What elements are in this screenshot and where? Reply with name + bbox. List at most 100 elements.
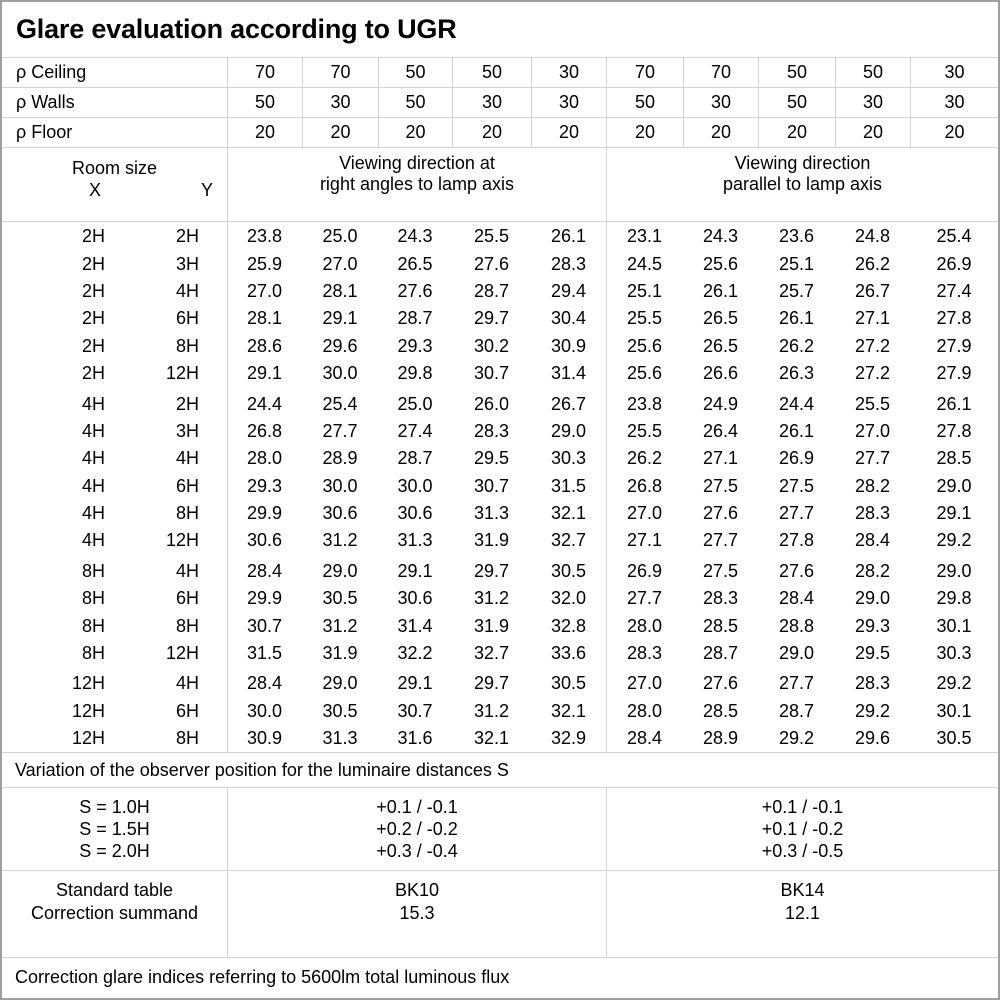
ugr-value-cell: 30.7 (246, 615, 283, 636)
ugr-value-cell: 26.7 (854, 280, 891, 301)
ugr-value-cell: 28.3 (702, 588, 739, 609)
reflectance-value-cell: 20 (910, 118, 998, 147)
ugr-value-cell: 24.3 (702, 226, 739, 247)
reflectance-value-cell: 50 (758, 58, 835, 87)
ugr-value-cell: 28.5 (936, 448, 972, 469)
ugr-value-cell: 29.0 (778, 643, 815, 664)
ugr-value-cell: 29.1 (246, 363, 283, 384)
ugr-block-8h: 8H 4H 28.4 29.0 29.1 29.7 30.5 26.9 27.5… (2, 558, 998, 668)
ugr-value-cell: 27.7 (854, 448, 891, 469)
room-x-label: X (88, 180, 102, 200)
ugr-value-cell: 31.2 (473, 588, 510, 609)
ugr-value-cell: 28.7 (397, 448, 433, 469)
variation-note: Variation of the observer position for t… (15, 759, 509, 780)
ugr-value-cell: 28.5 (702, 700, 739, 721)
ugr-value-cell: 31.4 (550, 363, 587, 384)
reflectance-value-cell: 20 (452, 118, 531, 147)
ugr-value-cell: 28.5 (702, 615, 739, 636)
room-y-value: 12H (165, 363, 199, 384)
s-correction-value: +0.3 / -0.4 (376, 841, 458, 861)
ugr-value-cell: 26.9 (778, 448, 815, 469)
standard-table-parallel: BK14 12.1 (606, 871, 998, 957)
s-distance-label: S = 2.0H (79, 841, 150, 861)
ugr-value-cell: 25.0 (322, 226, 358, 247)
ugr-value-cell: 27.4 (936, 280, 972, 301)
ugr-value-cell: 27.1 (854, 308, 891, 329)
reflectance-value-cell: 20 (758, 118, 835, 147)
ugr-value-cell: 23.8 (246, 226, 283, 247)
ugr-value-cell: 28.4 (854, 530, 891, 551)
ugr-value-cell: 29.7 (473, 560, 510, 581)
ugr-value-cell: 30.7 (473, 475, 510, 496)
table-row: 12H 4H 28.4 29.0 29.1 29.7 30.5 27.0 27.… (2, 670, 998, 697)
reflectance-value-cell: 50 (758, 88, 835, 117)
ugr-value-cell: 31.2 (322, 615, 358, 636)
s-correction-value: +0.1 / -0.1 (376, 797, 458, 817)
ugr-value-cell: 28.4 (778, 588, 815, 609)
ugr-value-cell: 28.7 (702, 643, 739, 664)
reflectance-value-cell: 30 (452, 88, 531, 117)
reflectance-value-cell: 30 (910, 88, 998, 117)
standard-table-label: Correction summand (30, 903, 199, 923)
reflectance-value-cell: 70 (606, 58, 683, 87)
reflectance-value-cell: 30 (302, 88, 378, 117)
ugr-value-cell: 32.1 (550, 700, 587, 721)
ugr-value-cell: 30.7 (473, 363, 510, 384)
footer-note-row: Correction glare indices referring to 56… (2, 958, 998, 997)
ugr-value-cell: 30.5 (322, 700, 358, 721)
ugr-value-cell: 29.8 (936, 588, 972, 609)
room-y-value: 3H (175, 253, 199, 274)
column-divider (227, 222, 228, 752)
standard-table-value: 15.3 (399, 903, 435, 923)
ugr-value-cell: 26.6 (702, 363, 739, 384)
ugr-value-cell: 28.0 (626, 615, 663, 636)
ugr-value-cell: 29.2 (854, 700, 891, 721)
ugr-value-cell: 26.5 (702, 335, 739, 356)
ugr-value-cell: 31.9 (473, 530, 510, 551)
room-x-value: 8H (81, 643, 105, 664)
ugr-value-cell: 27.8 (936, 420, 972, 441)
ugr-value-cell: 27.4 (397, 420, 433, 441)
reflectance-value-cell: 50 (378, 88, 452, 117)
room-x-value: 12H (71, 700, 105, 721)
room-y-value: 8H (175, 728, 199, 749)
ugr-value-cell: 28.9 (322, 448, 358, 469)
ugr-value-cell: 30.5 (550, 560, 587, 581)
ugr-value-cell: 27.6 (702, 673, 739, 694)
reflectance-value-cell: 20 (683, 118, 758, 147)
ugr-value-cell: 23.1 (626, 226, 663, 247)
ugr-value-cell: 29.8 (397, 363, 433, 384)
s-correction-value: +0.1 / -0.2 (761, 819, 844, 839)
header-line: right angles to lamp axis (319, 174, 515, 194)
ugr-value-cell: 26.3 (778, 363, 815, 384)
ugr-value-cell: 26.5 (702, 308, 739, 329)
reflectance-value-cell: 50 (378, 58, 452, 87)
ugr-value-cell: 31.5 (550, 475, 587, 496)
ugr-value-cell: 30.1 (936, 700, 972, 721)
ugr-value-cell: 30.0 (397, 475, 433, 496)
reflectance-value-cell: 20 (531, 118, 606, 147)
standard-table-label: Standard table (55, 880, 174, 900)
ugr-value-cell: 27.7 (702, 530, 739, 551)
viewing-direction-parallel-header: Viewing direction parallel to lamp axis (606, 148, 998, 221)
ugr-value-cell: 30.2 (473, 335, 510, 356)
ugr-value-cell: 29.7 (473, 673, 510, 694)
room-x-value: 2H (81, 363, 105, 384)
ugr-value-cell: 29.9 (246, 588, 283, 609)
ugr-value-cell: 30.1 (936, 615, 972, 636)
ugr-value-cell: 27.0 (246, 280, 283, 301)
table-row: 4H 6H 29.3 30.0 30.0 30.7 31.5 26.8 27.5… (2, 473, 998, 500)
ugr-value-cell: 29.0 (550, 420, 587, 441)
ugr-value-cell: 25.6 (626, 363, 663, 384)
reflectance-value-cell: 20 (227, 118, 302, 147)
ugr-value-cell: 25.5 (473, 226, 510, 247)
ugr-value-cell: 32.9 (550, 728, 587, 749)
header-line: Viewing direction at (339, 153, 495, 173)
reflectance-value-cell: 70 (683, 58, 758, 87)
ugr-value-cell: 30.9 (550, 335, 587, 356)
observer-variation-block: S = 1.0H S = 1.5H S = 2.0H +0.1 / -0.1 +0.2… (2, 788, 998, 871)
ugr-value-cell: 28.0 (626, 700, 663, 721)
room-x-value: 2H (81, 308, 105, 329)
ugr-value-cell: 29.9 (246, 503, 283, 524)
ugr-value-cell: 27.9 (936, 363, 972, 384)
